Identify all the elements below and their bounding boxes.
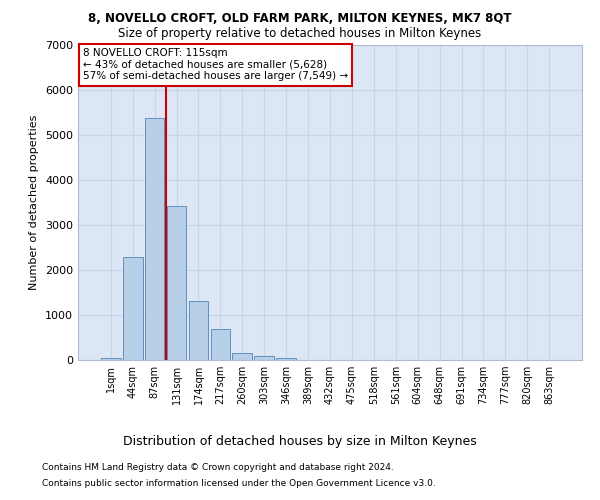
Text: 8 NOVELLO CROFT: 115sqm
← 43% of detached houses are smaller (5,628)
57% of semi: 8 NOVELLO CROFT: 115sqm ← 43% of detache…	[83, 48, 348, 82]
Bar	[211, 328, 230, 360]
Bar	[101, 358, 121, 360]
Bar	[188, 301, 208, 360]
Y-axis label: Number of detached properties: Number of detached properties	[29, 115, 40, 290]
Text: 8, NOVELLO CROFT, OLD FARM PARK, MILTON KEYNES, MK7 8QT: 8, NOVELLO CROFT, OLD FARM PARK, MILTON …	[88, 12, 512, 26]
Bar	[123, 258, 143, 360]
Bar	[167, 206, 187, 360]
Text: Contains HM Land Registry data © Crown copyright and database right 2024.: Contains HM Land Registry data © Crown c…	[42, 464, 394, 472]
Bar	[276, 358, 296, 360]
Bar	[254, 356, 274, 360]
Bar	[145, 118, 164, 360]
Bar	[232, 353, 252, 360]
Text: Distribution of detached houses by size in Milton Keynes: Distribution of detached houses by size …	[123, 435, 477, 448]
Text: Contains public sector information licensed under the Open Government Licence v3: Contains public sector information licen…	[42, 478, 436, 488]
Text: Size of property relative to detached houses in Milton Keynes: Size of property relative to detached ho…	[118, 28, 482, 40]
